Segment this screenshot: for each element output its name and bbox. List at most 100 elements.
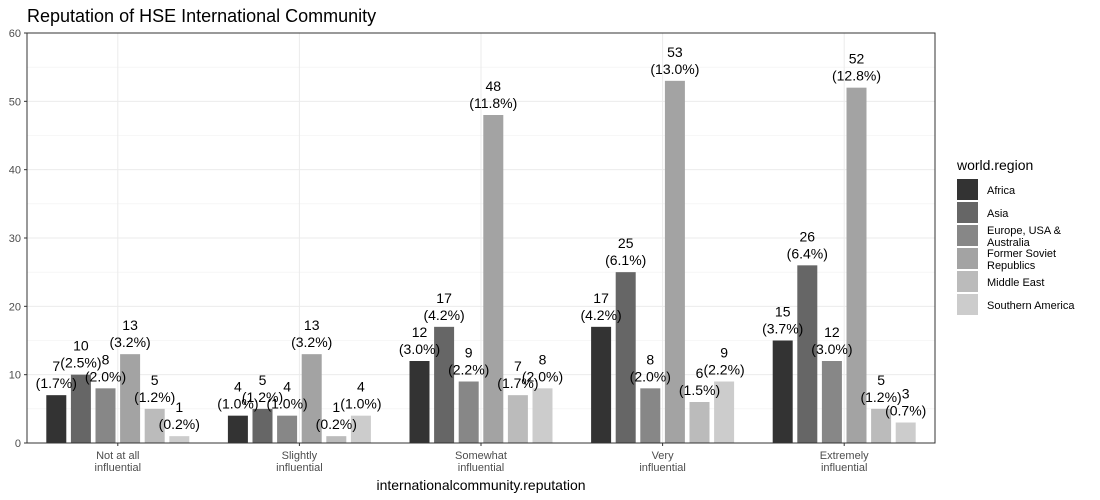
bar-count-label: 7 <box>514 358 522 374</box>
bar-percent-label: (6.1%) <box>605 252 646 268</box>
bar-count-label: 6 <box>696 365 704 381</box>
x-tick-label: Extremely influential <box>820 450 869 474</box>
bar <box>895 422 916 443</box>
legend: world.region Africa Asia Europe, USA & Aust… <box>956 157 1075 315</box>
bar-percent-label: (2.2%) <box>448 362 489 378</box>
bar-count-label: 25 <box>618 235 634 251</box>
bar <box>409 361 430 443</box>
x-axis-title: internationalcommunity.reputation <box>376 477 585 493</box>
bar-percent-label: (2.0%) <box>630 368 671 384</box>
bar <box>640 388 661 443</box>
bar-percent-label: (3.2%) <box>291 334 332 350</box>
bar <box>350 415 371 443</box>
bar-count-label: 9 <box>465 345 473 361</box>
bar-count-label: 48 <box>486 78 502 94</box>
y-tick-label: 40 <box>9 165 21 177</box>
bar-count-label: 13 <box>122 317 138 333</box>
bar <box>169 436 190 443</box>
plot-grid <box>27 32 935 444</box>
bar-percent-label: (1.2%) <box>134 389 175 405</box>
legend-key <box>957 179 978 200</box>
bar <box>434 326 455 443</box>
bar-percent-label: (0.2%) <box>316 416 357 432</box>
bar-percent-label: (1.5%) <box>679 382 720 398</box>
bar <box>615 272 636 443</box>
legend-key <box>957 294 978 315</box>
y-tick-label: 60 <box>9 28 21 40</box>
bar-count-label: 15 <box>775 304 791 320</box>
bar-count-label: 4 <box>283 379 291 395</box>
data-labels: 7(1.7%) 4(1.0%)12(3.0%)17(4.2%) 15(3.7%)10… <box>36 44 927 432</box>
bar <box>252 408 273 443</box>
bar <box>821 361 842 443</box>
bar <box>846 87 867 444</box>
bar <box>70 374 91 443</box>
bar <box>46 395 67 443</box>
bar-count-label: 1 <box>332 399 340 415</box>
bar <box>95 388 116 443</box>
bar-count-label: 5 <box>259 372 267 388</box>
legend-key <box>957 248 978 269</box>
bar-percent-label: (4.2%) <box>580 307 621 323</box>
bar-count-label: 5 <box>151 372 159 388</box>
bar-percent-label: (2.2%) <box>703 362 744 378</box>
bar-percent-label: (13.0%) <box>650 61 699 77</box>
bar-percent-label: (3.7%) <box>762 321 803 337</box>
x-axis: Not at all influential Slightly influential… <box>95 443 869 474</box>
bar <box>714 381 735 443</box>
bar-count-label: 53 <box>667 44 683 60</box>
bar <box>772 340 793 443</box>
bar-percent-label: (0.2%) <box>159 416 200 432</box>
y-axis: 0 10 20 30 40 50 60 <box>9 28 27 450</box>
bar <box>483 115 504 443</box>
bar <box>507 395 528 443</box>
bar-percent-label: (1.7%) <box>36 375 77 391</box>
x-tick-label: Very influential <box>639 450 685 474</box>
bar <box>689 402 710 443</box>
bar-count-label: 7 <box>52 358 60 374</box>
legend-label: Middle East <box>987 277 1044 289</box>
legend-title: world.region <box>956 157 1033 173</box>
bar-count-label: 8 <box>646 351 654 367</box>
legend-label: Europe, USA & Australia <box>987 225 1062 249</box>
bar-percent-label: (1.2%) <box>242 389 283 405</box>
bar-percent-label: (12.8%) <box>832 68 881 84</box>
x-tick-label: Somewhat influential <box>455 450 507 474</box>
bar <box>277 415 298 443</box>
plot-bars <box>46 80 916 444</box>
bar-count-label: 52 <box>849 51 865 67</box>
y-tick-label: 0 <box>15 438 21 450</box>
legend-label: Southern America <box>987 300 1075 312</box>
bar <box>458 381 479 443</box>
bar-percent-label: (2.0%) <box>522 368 563 384</box>
y-tick-label: 50 <box>9 96 21 108</box>
bar <box>326 436 347 443</box>
legend-label: Africa <box>987 185 1016 197</box>
legend-label: Former Soviet Republics <box>987 248 1056 272</box>
bar-count-label: 26 <box>800 228 816 244</box>
bar-percent-label: (3.2%) <box>109 334 150 350</box>
bar-percent-label: (3.0%) <box>399 341 440 357</box>
bar-count-label: 3 <box>902 386 910 402</box>
bar-percent-label: (2.0%) <box>85 368 126 384</box>
bar-percent-label: (0.7%) <box>885 403 926 419</box>
bar-count-label: 17 <box>436 290 452 306</box>
bar <box>871 408 892 443</box>
bar-count-label: 4 <box>357 379 365 395</box>
y-tick-label: 20 <box>9 301 21 313</box>
bar <box>664 80 685 443</box>
bar <box>532 388 553 443</box>
chart-title: Reputation of HSE International Communit… <box>27 6 376 26</box>
bar-percent-label: (3.0%) <box>811 341 852 357</box>
bar-count-label: 8 <box>539 351 547 367</box>
bar-count-label: 17 <box>593 290 609 306</box>
bar-count-label: 9 <box>720 345 728 361</box>
bar-percent-label: (6.4%) <box>787 245 828 261</box>
bar <box>301 354 322 443</box>
bar-count-label: 4 <box>234 379 242 395</box>
bar <box>120 354 141 443</box>
bar-percent-label: (2.5%) <box>60 355 101 371</box>
bar <box>144 408 165 443</box>
bar-count-label: 13 <box>304 317 320 333</box>
